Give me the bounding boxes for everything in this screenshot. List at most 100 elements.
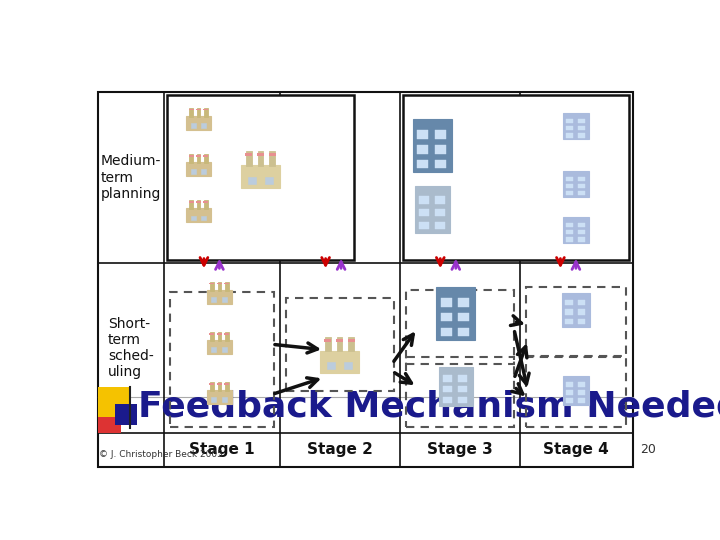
- Bar: [443, 375, 452, 382]
- Text: Stage 4: Stage 4: [544, 442, 609, 457]
- Bar: [217, 283, 222, 285]
- Bar: [565, 300, 573, 305]
- Bar: [286, 298, 394, 390]
- Bar: [443, 397, 452, 403]
- Bar: [258, 151, 264, 166]
- Bar: [418, 222, 428, 230]
- Bar: [204, 107, 207, 117]
- Bar: [566, 399, 573, 403]
- Bar: [577, 319, 585, 324]
- Bar: [418, 196, 428, 204]
- Bar: [441, 313, 451, 321]
- Bar: [566, 382, 573, 387]
- Bar: [204, 155, 209, 157]
- Bar: [577, 238, 585, 241]
- Bar: [212, 347, 217, 352]
- Bar: [327, 362, 335, 369]
- Bar: [207, 290, 232, 304]
- Bar: [202, 215, 207, 220]
- Bar: [443, 386, 452, 393]
- Bar: [458, 298, 469, 307]
- Text: Medium-
term
planning: Medium- term planning: [101, 154, 161, 201]
- Bar: [566, 177, 573, 181]
- Bar: [406, 357, 514, 427]
- Bar: [210, 333, 215, 335]
- Bar: [217, 382, 221, 390]
- Bar: [170, 292, 274, 427]
- Bar: [225, 382, 229, 390]
- Bar: [577, 126, 585, 130]
- Bar: [210, 281, 214, 291]
- Bar: [577, 309, 585, 315]
- Bar: [418, 209, 428, 217]
- Bar: [210, 283, 215, 285]
- Bar: [325, 337, 330, 352]
- Bar: [441, 328, 451, 336]
- Bar: [217, 333, 222, 335]
- Bar: [563, 217, 589, 244]
- Bar: [197, 154, 200, 163]
- Bar: [212, 298, 217, 302]
- Bar: [418, 131, 428, 139]
- Bar: [435, 196, 445, 204]
- Bar: [348, 337, 354, 352]
- Bar: [189, 154, 193, 163]
- Bar: [225, 332, 229, 341]
- Bar: [204, 154, 207, 163]
- Bar: [344, 362, 352, 369]
- Bar: [526, 357, 626, 427]
- Bar: [222, 347, 228, 352]
- Bar: [337, 337, 342, 352]
- Bar: [458, 328, 469, 336]
- Bar: [189, 107, 193, 117]
- Bar: [566, 119, 573, 123]
- Bar: [189, 201, 194, 203]
- Bar: [563, 171, 589, 197]
- Bar: [577, 177, 585, 181]
- Bar: [204, 201, 209, 203]
- Bar: [222, 397, 228, 402]
- Bar: [566, 238, 573, 241]
- Bar: [441, 298, 451, 307]
- Bar: [566, 390, 573, 395]
- Bar: [204, 109, 209, 111]
- Bar: [563, 113, 589, 139]
- Bar: [418, 145, 428, 153]
- Bar: [196, 201, 201, 203]
- Bar: [269, 153, 276, 156]
- Bar: [566, 191, 573, 195]
- Bar: [191, 215, 196, 220]
- Bar: [577, 300, 585, 305]
- Bar: [415, 186, 451, 233]
- Bar: [406, 291, 514, 363]
- Bar: [577, 191, 585, 195]
- Bar: [436, 287, 475, 340]
- Bar: [210, 382, 214, 390]
- Bar: [207, 340, 232, 354]
- Bar: [186, 116, 211, 130]
- Bar: [225, 333, 230, 335]
- Bar: [202, 123, 207, 127]
- Bar: [186, 208, 211, 222]
- Bar: [269, 151, 275, 166]
- Bar: [114, 403, 137, 425]
- Bar: [186, 163, 211, 176]
- Bar: [196, 109, 201, 111]
- Bar: [225, 383, 230, 384]
- Text: Stage 1: Stage 1: [189, 442, 255, 457]
- Bar: [189, 200, 193, 209]
- Bar: [577, 390, 585, 395]
- Bar: [566, 230, 573, 234]
- Bar: [577, 223, 585, 227]
- Bar: [191, 123, 196, 127]
- Bar: [435, 160, 446, 168]
- Bar: [577, 382, 585, 387]
- Bar: [577, 184, 585, 188]
- Bar: [210, 332, 214, 341]
- Bar: [565, 319, 573, 324]
- Bar: [246, 153, 253, 156]
- Bar: [566, 223, 573, 227]
- Bar: [197, 200, 200, 209]
- Bar: [320, 350, 359, 373]
- Bar: [413, 119, 452, 172]
